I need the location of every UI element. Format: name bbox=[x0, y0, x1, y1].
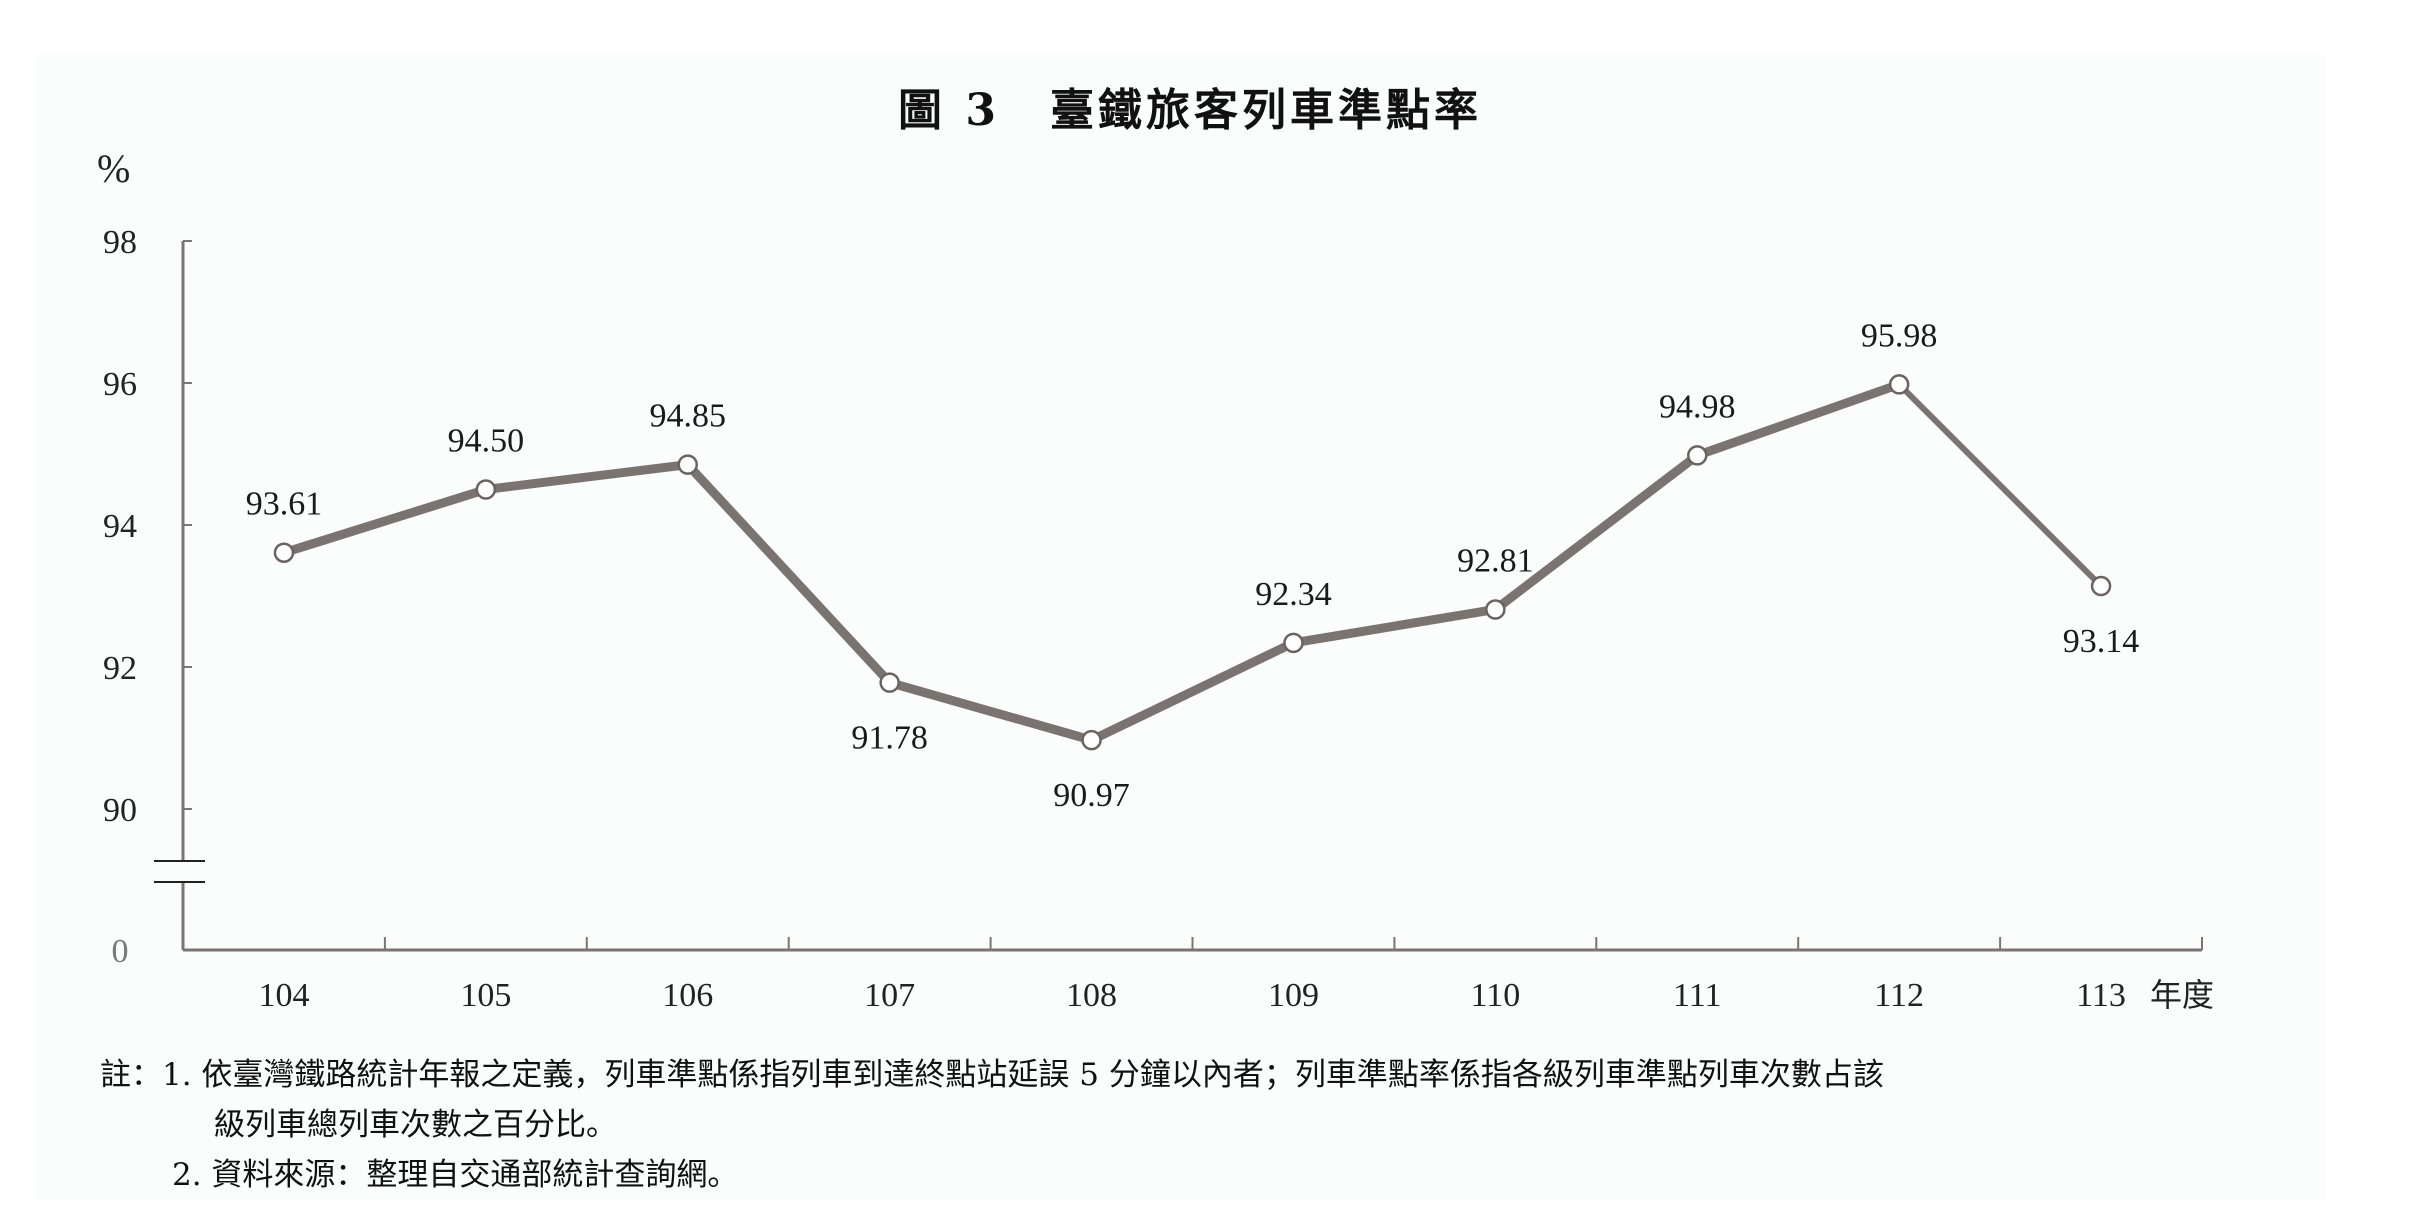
note-2: 2. 資料來源：整理自交通部統計查詢網。 bbox=[172, 1157, 739, 1193]
data-label: 91.78 bbox=[851, 720, 928, 757]
line-segment bbox=[279, 485, 491, 558]
x-tick-label: 113 bbox=[2076, 977, 2126, 1014]
y-tick-label: 92 bbox=[103, 650, 137, 687]
line-segment bbox=[1490, 450, 1702, 614]
y-tick-label: 94 bbox=[103, 508, 137, 545]
line-segment bbox=[885, 678, 1097, 745]
data-label: 94.98 bbox=[1659, 388, 1736, 425]
x-tick-label: 110 bbox=[1470, 977, 1520, 1014]
figure-number: 圖 3 bbox=[898, 85, 1000, 136]
line-segment bbox=[1288, 604, 1500, 648]
note-1-continued: 級列車總列車次數之百分比。 bbox=[214, 1107, 617, 1143]
data-label: 93.14 bbox=[2063, 623, 2140, 660]
y-axis-unit: % bbox=[97, 146, 130, 191]
data-point-marker bbox=[1888, 374, 1910, 395]
x-tick-label: 106 bbox=[662, 977, 713, 1014]
data-label: 90.97 bbox=[1053, 777, 1130, 814]
data-point-marker bbox=[475, 479, 497, 500]
data-point-marker bbox=[1485, 599, 1506, 620]
x-tick-label: 109 bbox=[1268, 977, 1319, 1014]
x-tick-label: 107 bbox=[864, 977, 915, 1014]
y-tick-label: 90 bbox=[103, 792, 137, 829]
x-tick-label: 111 bbox=[1673, 977, 1721, 1014]
data-series: 93.61 94.50 94.85 91.78 90.97 92.34 92.81 94.98… bbox=[246, 317, 2140, 814]
data-point-marker bbox=[1687, 445, 1708, 466]
x-tick-label: 112 bbox=[1874, 977, 1924, 1014]
figure-notes: 註：1. 依臺灣鐵路統計年報之定義，列車準點係指列車到達終點站延誤 5 分鐘以內… bbox=[100, 1050, 1884, 1200]
line-segment bbox=[1692, 379, 1904, 460]
figure-panel bbox=[36, 54, 2326, 1200]
data-point-marker bbox=[1283, 632, 1304, 654]
y-tick-label: 0 bbox=[112, 933, 129, 970]
note-1: 註：1. 依臺灣鐵路統計年報之定義，列車準點係指列車到達終點站延誤 5 分鐘以內… bbox=[100, 1050, 1884, 1100]
line-segment bbox=[481, 460, 693, 494]
data-label: 95.98 bbox=[1861, 317, 1938, 354]
data-label: 94.50 bbox=[448, 423, 525, 460]
line-segment bbox=[1087, 638, 1298, 745]
data-point-marker bbox=[879, 672, 900, 693]
data-point-marker bbox=[677, 454, 698, 475]
y-axis: 98 96 94 92 90 0 bbox=[103, 224, 205, 970]
data-point-marker bbox=[1081, 729, 1102, 751]
x-axis: 104 105 106 107 108 109 110 111 112 113 bbox=[183, 937, 2203, 1014]
y-tick-label: 96 bbox=[103, 366, 137, 403]
data-point-marker bbox=[273, 542, 295, 563]
x-tick-label: 105 bbox=[460, 977, 511, 1014]
x-tick-label: 104 bbox=[258, 977, 309, 1014]
note-prefix: 註： bbox=[100, 1057, 162, 1093]
data-label: 94.85 bbox=[650, 398, 727, 435]
figure-title-text: 臺鐵旅客列車準點率 bbox=[1049, 85, 1482, 136]
note-1-text: 1. 依臺灣鐵路統計年報之定義，列車準點係指列車到達終點站延誤 5 分鐘以內者；… bbox=[162, 1057, 1884, 1093]
data-label: 92.34 bbox=[1255, 576, 1332, 613]
data-label: 93.61 bbox=[246, 486, 323, 523]
figure-title: 圖 3 臺鐵旅客列車準點率 bbox=[0, 74, 2380, 138]
x-axis-unit: 年度 bbox=[2150, 977, 2214, 1013]
data-point-marker bbox=[2090, 575, 2112, 597]
data-label: 92.81 bbox=[1457, 542, 1534, 579]
x-tick-label: 108 bbox=[1066, 977, 1117, 1014]
y-tick-label: 98 bbox=[103, 224, 137, 261]
line-segment bbox=[1896, 381, 2105, 590]
line-segment bbox=[683, 460, 895, 688]
